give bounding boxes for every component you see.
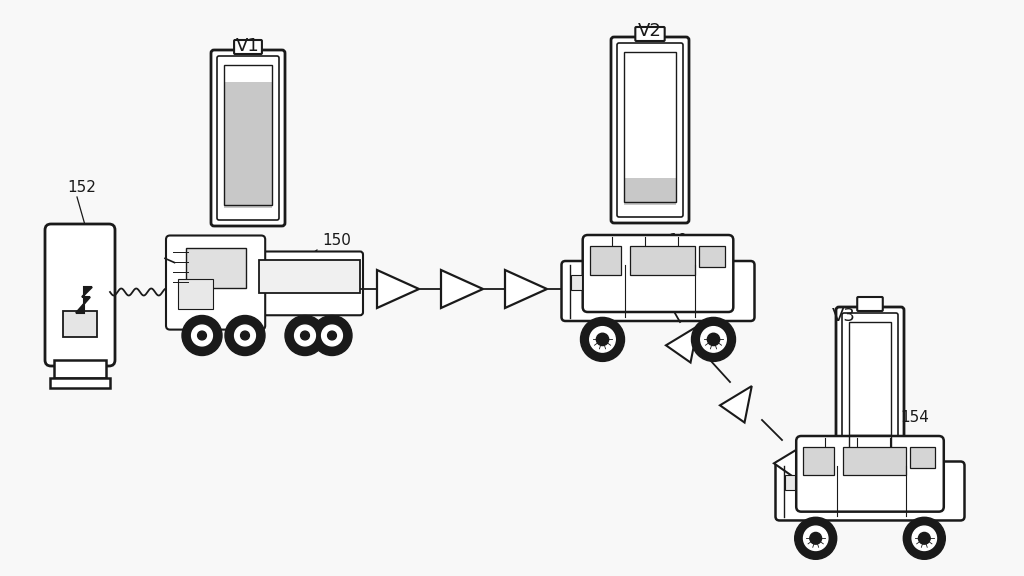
Bar (224, 65, 272, 205)
Text: 154: 154 (900, 410, 929, 425)
Text: V3: V3 (833, 307, 856, 325)
Bar (849, 322, 891, 452)
Polygon shape (505, 270, 547, 308)
Bar (178, 279, 213, 309)
Bar (843, 447, 906, 475)
Text: 10: 10 (668, 233, 687, 248)
FancyBboxPatch shape (635, 27, 665, 41)
FancyBboxPatch shape (211, 50, 285, 226)
Circle shape (596, 334, 608, 346)
Polygon shape (377, 270, 419, 308)
Circle shape (912, 526, 937, 551)
Polygon shape (774, 444, 806, 480)
FancyBboxPatch shape (775, 461, 965, 521)
FancyBboxPatch shape (617, 43, 683, 217)
Text: 150: 150 (322, 233, 351, 248)
FancyBboxPatch shape (836, 307, 904, 473)
FancyBboxPatch shape (842, 313, 898, 467)
Circle shape (919, 532, 930, 544)
FancyBboxPatch shape (857, 297, 883, 311)
Bar (803, 447, 834, 475)
Circle shape (225, 316, 265, 355)
Circle shape (241, 331, 250, 340)
FancyBboxPatch shape (166, 236, 265, 329)
Bar (909, 447, 935, 468)
Circle shape (590, 327, 615, 352)
Text: 152: 152 (68, 180, 96, 195)
Bar (570, 275, 582, 290)
Bar (590, 246, 621, 275)
Bar (849, 434, 891, 455)
Circle shape (191, 325, 212, 346)
Circle shape (903, 517, 945, 559)
Polygon shape (76, 287, 92, 313)
Bar (259, 260, 360, 293)
Text: V2: V2 (638, 22, 662, 40)
Bar (624, 178, 676, 205)
Bar (186, 248, 246, 288)
Circle shape (691, 317, 735, 361)
FancyBboxPatch shape (561, 261, 755, 321)
Bar (624, 52, 676, 202)
Bar (784, 475, 796, 490)
Bar (54, 360, 106, 378)
Circle shape (581, 317, 625, 361)
Circle shape (198, 331, 207, 340)
FancyBboxPatch shape (797, 436, 944, 511)
Bar (698, 246, 725, 267)
Polygon shape (666, 326, 697, 362)
Polygon shape (720, 386, 752, 423)
Bar (49, 378, 111, 388)
Circle shape (700, 327, 726, 352)
Circle shape (295, 325, 315, 346)
Polygon shape (441, 270, 483, 308)
Circle shape (182, 316, 222, 355)
FancyBboxPatch shape (234, 40, 262, 54)
Bar (224, 82, 272, 208)
Circle shape (804, 526, 827, 551)
Circle shape (328, 331, 337, 340)
FancyBboxPatch shape (583, 235, 733, 312)
Circle shape (285, 316, 325, 355)
FancyBboxPatch shape (45, 224, 115, 366)
Circle shape (312, 316, 352, 355)
FancyBboxPatch shape (167, 252, 362, 315)
Circle shape (795, 517, 837, 559)
Bar (630, 246, 695, 275)
FancyBboxPatch shape (217, 56, 279, 220)
Circle shape (301, 331, 309, 340)
Circle shape (708, 334, 720, 346)
Bar (63, 310, 97, 336)
FancyBboxPatch shape (611, 37, 689, 223)
Circle shape (322, 325, 342, 346)
Text: V1: V1 (237, 37, 260, 55)
Circle shape (810, 532, 821, 544)
Circle shape (234, 325, 255, 346)
